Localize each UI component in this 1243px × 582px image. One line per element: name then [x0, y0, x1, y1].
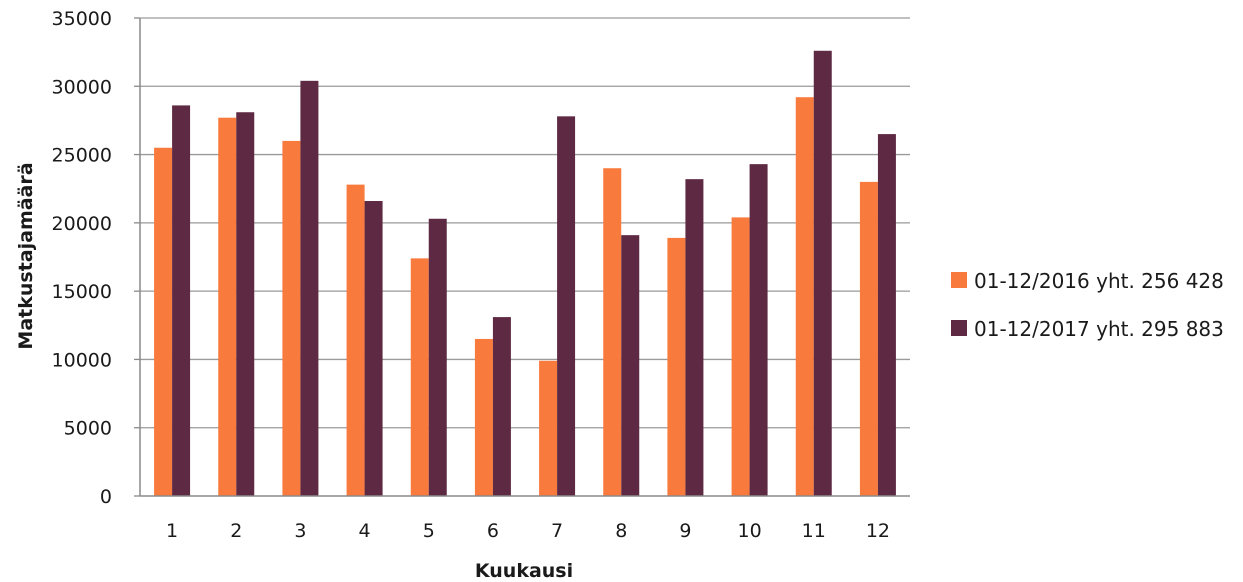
bar-2017-month-3 — [300, 80, 319, 496]
bar-2016-month-3 — [282, 140, 301, 496]
legend-label: 01-12/2017 yht. 295 883 — [974, 317, 1224, 341]
bar-2016-month-7 — [539, 360, 558, 496]
y-tick-label: 30000 — [52, 76, 112, 98]
bar-2016-month-8 — [603, 168, 622, 496]
y-tick-label: 15000 — [52, 281, 112, 303]
bar-2016-month-6 — [474, 338, 493, 496]
x-tick-label: 5 — [423, 520, 435, 542]
x-tick-label: 2 — [230, 520, 242, 542]
x-tick-label: 9 — [679, 520, 691, 542]
bar-2016-month-2 — [218, 117, 237, 496]
bar-2017-month-1 — [172, 105, 191, 497]
x-tick-label: 7 — [551, 520, 563, 542]
bars — [154, 50, 896, 497]
y-tick-label: 35000 — [52, 8, 112, 30]
y-tick-label: 0 — [100, 486, 112, 508]
legend-swatch — [951, 272, 967, 288]
bar-2017-month-11 — [813, 50, 832, 497]
x-axis-title: Kuukausi — [475, 560, 573, 582]
y-tick-label: 10000 — [52, 349, 112, 371]
legend-swatch — [951, 320, 967, 336]
bar-2017-month-8 — [621, 235, 640, 497]
x-tick-label: 6 — [487, 520, 499, 542]
bar-2016-month-12 — [859, 181, 878, 496]
x-tick-label: 4 — [359, 520, 371, 542]
x-tick-label: 1 — [166, 520, 178, 542]
bar-2017-month-2 — [236, 112, 255, 496]
gridlines — [140, 17, 910, 429]
x-tick-labels: 1 2 3 4 5 6 7 8 9 10 11 12 — [166, 520, 890, 542]
bar-2017-month-12 — [877, 134, 896, 497]
bar-2016-month-5 — [410, 258, 429, 496]
x-tick-label: 10 — [737, 520, 761, 542]
y-tick-labels: 0 5000 10000 15000 20000 25000 30000 35000 — [52, 8, 112, 508]
bar-2017-month-7 — [557, 116, 576, 497]
x-tick-label: 11 — [802, 520, 826, 542]
bar-2016-month-9 — [667, 237, 686, 496]
bar-2016-month-10 — [731, 217, 750, 496]
bar-2017-month-4 — [364, 201, 383, 496]
y-tick-label: 20000 — [52, 213, 112, 235]
bar-2017-month-5 — [428, 218, 447, 496]
bar-2017-month-9 — [685, 179, 704, 496]
x-tick-label: 3 — [294, 520, 306, 542]
axes — [134, 17, 910, 497]
legend-label: 01-12/2016 yht. 256 428 — [974, 269, 1224, 293]
y-axis-title: Matkustajamäärä — [15, 162, 37, 349]
x-tick-label: 8 — [615, 520, 627, 542]
bar-2017-month-6 — [492, 317, 511, 496]
x-tick-label: 12 — [866, 520, 890, 542]
legend: 01-12/2016 yht. 256 428 01-12/2017 yht. 2… — [951, 269, 1224, 341]
bar-2016-month-11 — [795, 97, 814, 496]
bar-2016-month-4 — [346, 184, 365, 497]
bar-2016-month-1 — [154, 147, 173, 496]
y-tick-label: 25000 — [52, 145, 112, 167]
bar-2017-month-10 — [749, 164, 768, 497]
y-tick-label: 5000 — [64, 418, 112, 440]
